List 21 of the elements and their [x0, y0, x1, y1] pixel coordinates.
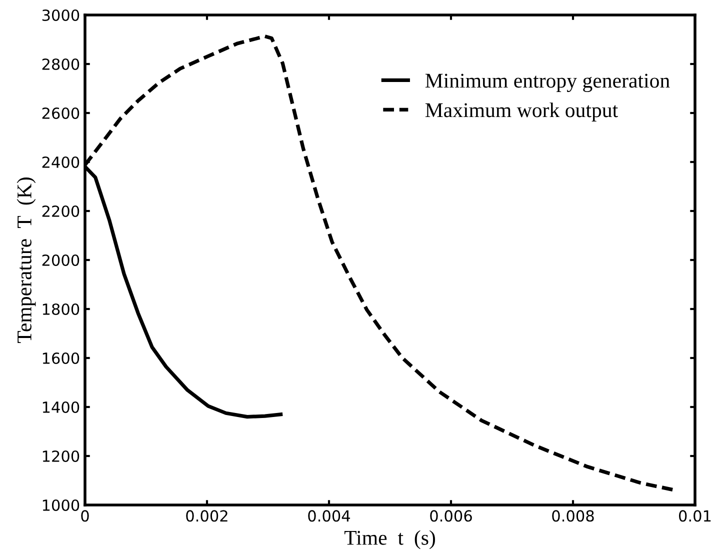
x-tick-label: 0 [81, 510, 89, 522]
y-tick-label: 1800 [42, 303, 80, 316]
y-tick-label: 1400 [42, 401, 80, 414]
x-tick-label: 0.008 [552, 510, 594, 522]
y-tick-label: 3000 [42, 9, 80, 22]
y-tick-label: 2800 [42, 58, 80, 70]
y-tick-label: 2400 [42, 156, 80, 168]
legend-label: Minimum entropy generation [425, 74, 670, 92]
y-tick-label: 2600 [42, 107, 80, 120]
x-tick-label: 0.002 [186, 510, 228, 522]
y-tick-label: 2200 [42, 205, 80, 218]
x-tick-label: 0.006 [430, 510, 472, 522]
y-axis-title: Temperature T (K) [16, 178, 36, 343]
y-tick-label: 1600 [42, 352, 80, 364]
x-axis-title: Time t (s) [344, 530, 436, 550]
x-tick-label: 0.004 [308, 510, 350, 522]
legend-label: Maximum work output [425, 102, 618, 122]
y-tick-label: 1000 [42, 499, 80, 512]
x-tick-label: 0.01 [679, 510, 711, 522]
y-tick-label: 2000 [42, 254, 80, 266]
y-tick-label: 1200 [42, 450, 80, 462]
